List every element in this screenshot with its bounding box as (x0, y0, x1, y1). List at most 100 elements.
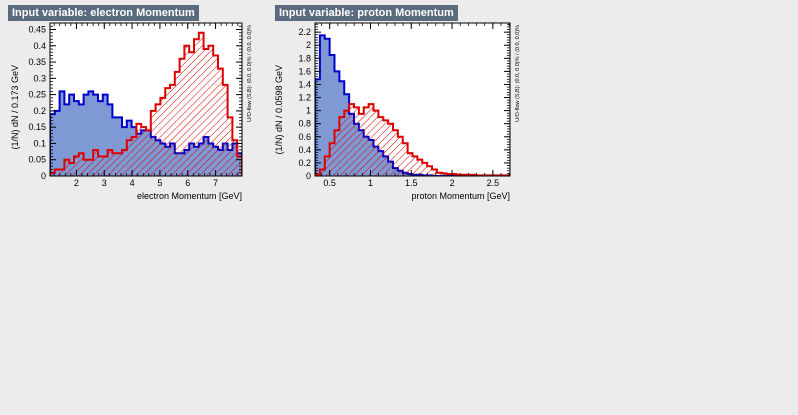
background-bin-31 (198, 32, 204, 176)
signal-bin-0 (50, 114, 56, 176)
signal-bin-7 (83, 94, 89, 176)
background-bin-0 (50, 172, 56, 176)
signal-bin-2 (59, 91, 65, 176)
series-group (50, 31, 242, 176)
background-bin-14 (117, 153, 123, 176)
background-bin-20 (146, 130, 152, 176)
background-bin-3 (64, 159, 70, 176)
background-bin-11 (368, 104, 374, 176)
y-tick-label: 1.8 (298, 53, 311, 63)
y-tick-label: 0.05 (28, 155, 46, 165)
y-tick-label: 0.4 (33, 41, 46, 51)
background-bin-6 (78, 153, 84, 176)
background-bin-27 (179, 58, 185, 176)
background-bin-23 (427, 166, 433, 176)
background-bin-18 (402, 143, 408, 176)
x-tick-label: 5 (157, 178, 162, 188)
plot-frame (49, 22, 243, 177)
background-bin-10 (363, 107, 369, 176)
x-tick-label: 2 (450, 178, 455, 188)
background-bin-3 (329, 143, 335, 176)
background-bin-36 (222, 84, 228, 176)
signal-bin-3 (329, 55, 335, 176)
background-bin-24 (432, 169, 438, 176)
chart-title: Input variable: electron Momentum (8, 5, 199, 21)
background-bin-20 (412, 156, 418, 176)
signal-bin-13 (112, 117, 118, 176)
background-bin-5 (339, 117, 345, 176)
background-bin-28 (184, 45, 190, 176)
plot-frame (314, 22, 511, 177)
background-bin-12 (373, 110, 379, 176)
overflow-label: U/O-flow (S,B): (0.0, 0.0)% / (0.0, 0.0)… (515, 25, 521, 122)
series-group (315, 34, 510, 176)
background-bin-2 (59, 169, 65, 176)
background-bin-21 (417, 159, 423, 176)
y-tick-label: 2.2 (298, 27, 311, 37)
y-tick-label: 0.6 (298, 132, 311, 142)
signal-bin-6 (78, 104, 84, 176)
electron-momentum-histogram: 2 3 4 5 6 7 0 0.05 0.1 0.15 0.2 0.25 0.3 0.35 0.4 0.45 e… (10, 22, 253, 201)
signal-bin-3 (64, 104, 70, 176)
y-axis-label: (1/N) dN / 0.0598 GeV (274, 65, 284, 155)
background-bin-17 (131, 136, 137, 176)
chart-panel-electron: Input variable: electron Momentum 2 3 4 5 6 7… (0, 0, 265, 205)
background-bin-34 (213, 55, 219, 176)
y-tick-label: 0.1 (33, 138, 46, 148)
background-bin-16 (126, 140, 132, 176)
x-tick-label: 7 (213, 178, 218, 188)
x-axis-label: electron Momentum [GeV] (137, 191, 242, 201)
background-bin-17 (397, 136, 404, 176)
background-bin-15 (388, 123, 394, 176)
background-outline (315, 103, 510, 176)
background-bin-15 (122, 149, 128, 176)
y-tick-label: 0.3 (33, 73, 46, 83)
y-tick-label: 0.2 (298, 158, 311, 168)
background-bin-13 (112, 153, 118, 176)
x-tick-label: 4 (130, 178, 135, 188)
overflow-label: U/O-flow (S,B): (0.0, 0.0)% / (0.0, 0.0)… (247, 25, 253, 122)
chart-panel-proton: Input variable: proton Momentum 0.5 1 1.5 2… (268, 0, 533, 205)
x-tick-label: 3 (102, 178, 107, 188)
background-bin-19 (141, 127, 147, 176)
signal-bin-11 (102, 94, 108, 176)
signal-bin-9 (93, 94, 99, 176)
background-bin-32 (203, 49, 209, 176)
background-bin-29 (189, 52, 195, 176)
y-tick-label: 0 (306, 171, 311, 181)
y-tick-label: 0.2 (33, 106, 46, 116)
signal-bin-4 (69, 94, 75, 176)
background-bin-26 (441, 173, 447, 176)
proton-momentum-histogram: 0.5 1 1.5 2 2.5 0 0.2 0.4 0.6 0.8 1 1.2 1.4 1.6 1.8 2 2.… (274, 22, 521, 201)
background-bin-19 (407, 153, 413, 176)
y-tick-label: 1.2 (298, 93, 311, 103)
background-bin-7 (349, 104, 355, 176)
y-tick-label: 1.4 (298, 79, 311, 89)
y-tick-label: 0 (41, 171, 46, 181)
background-bin-1 (319, 169, 326, 176)
background-bin-18 (136, 123, 142, 176)
signal-bin-0 (315, 79, 321, 176)
background-bin-1 (54, 169, 60, 176)
y-tick-label: 0.35 (28, 57, 46, 67)
x-tick-label: 1 (368, 178, 373, 188)
background-bin-8 (88, 159, 94, 176)
x-axis-label: proton Momentum [GeV] (411, 191, 510, 201)
chart-title: Input variable: proton Momentum (275, 5, 458, 21)
y-tick-label: 0.45 (28, 25, 46, 35)
background-bin-4 (69, 162, 75, 176)
background-bin-25 (170, 84, 176, 176)
x-tick-label: 2 (74, 178, 79, 188)
signal-bin-12 (107, 104, 113, 176)
background-bin-37 (227, 117, 233, 176)
y-tick-label: 0.25 (28, 90, 46, 100)
background-bin-11 (102, 156, 108, 176)
y-tick-label: 0.15 (28, 122, 46, 132)
x-tick-label: 2.5 (487, 178, 500, 188)
background-bin-26 (174, 71, 180, 176)
background-bin-22 (155, 104, 161, 176)
background-bin-35 (218, 68, 224, 176)
signal-bin-14 (117, 117, 123, 176)
y-tick-label: 1.6 (298, 66, 311, 76)
background-outline (50, 31, 242, 176)
